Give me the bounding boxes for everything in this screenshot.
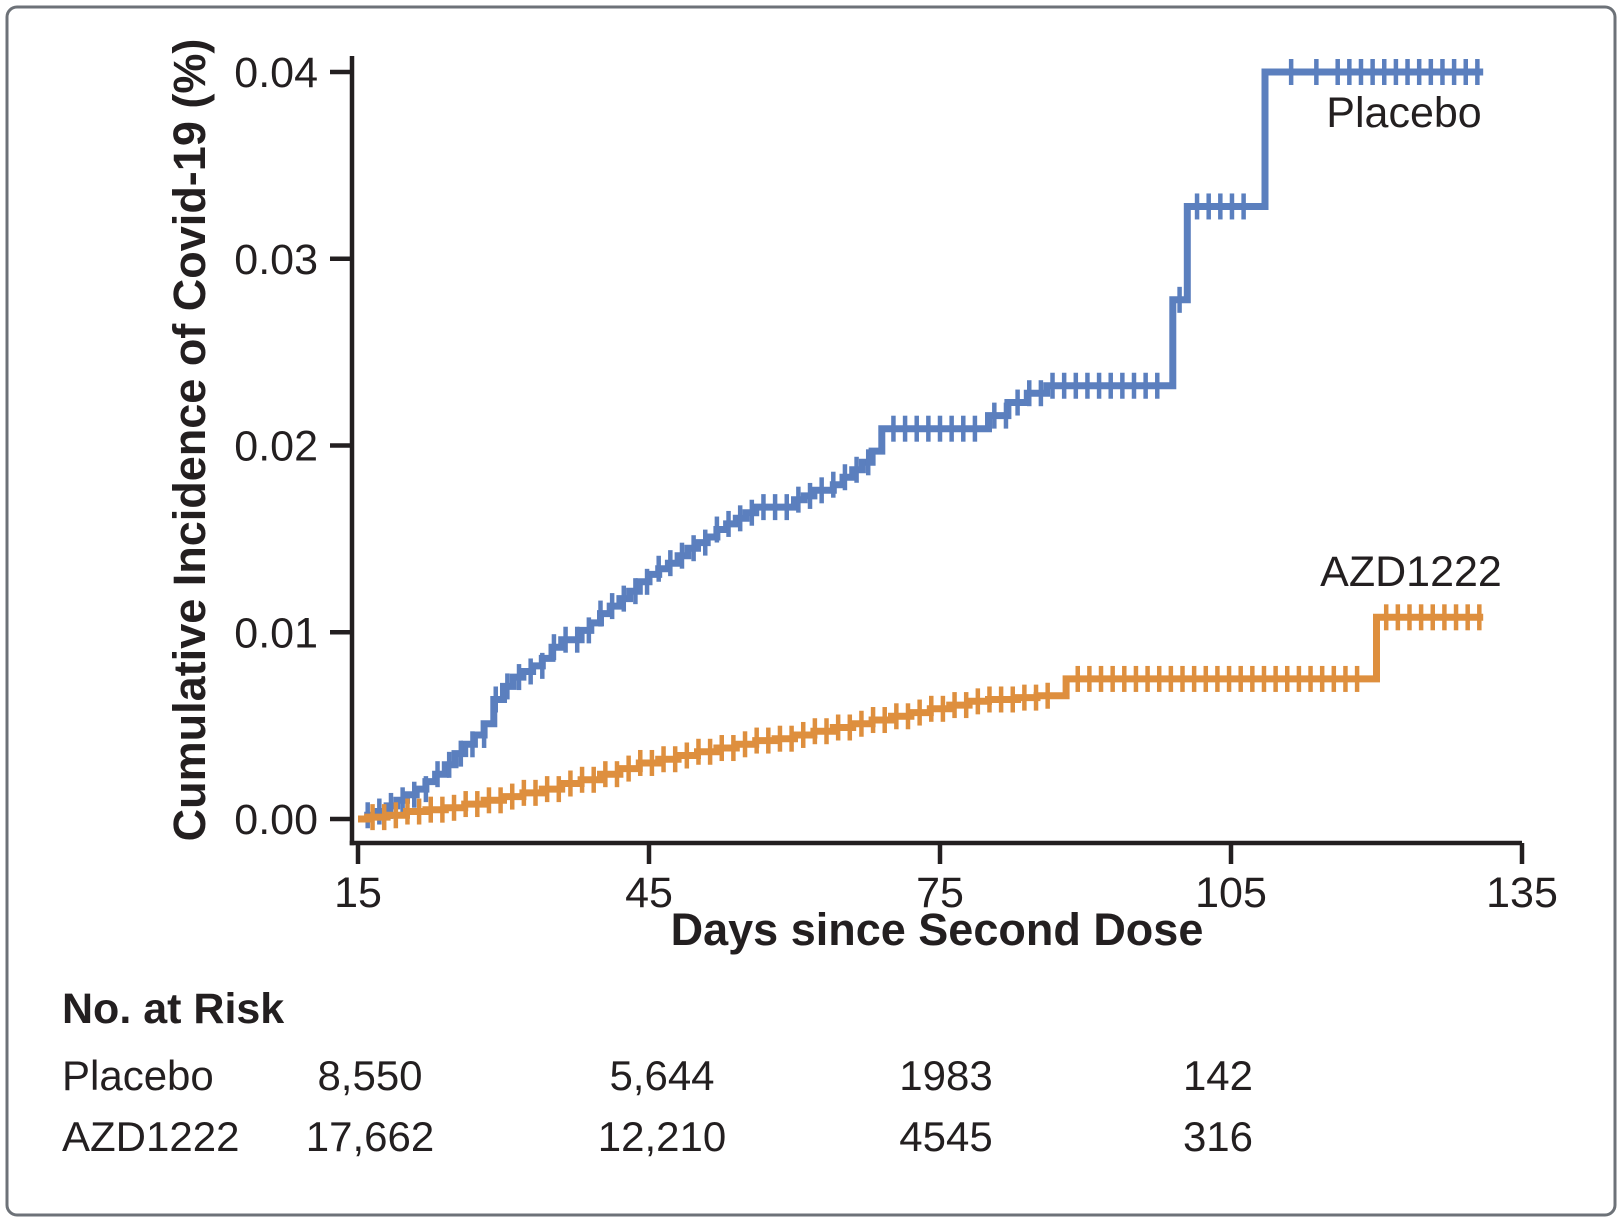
y-tick-label: 0.00 — [234, 796, 318, 844]
curve-azd1222 — [358, 613, 1484, 823]
series-label-placebo: Placebo — [1326, 89, 1481, 137]
series-label-azd1222: AZD1222 — [1320, 548, 1502, 596]
risk-row-label: Placebo — [62, 1052, 214, 1099]
figure-border — [5, 5, 1617, 1217]
risk-value: 12,210 — [598, 1113, 726, 1160]
x-tick-label: 75 — [916, 869, 964, 917]
risk-table-title: No. at Risk — [62, 985, 284, 1033]
risk-row-azd1222: AZD1222 17,662 12,210 4545 316 — [62, 1113, 1253, 1160]
censor-ticks-azd1222 — [370, 604, 1482, 831]
risk-value: 8,550 — [317, 1052, 422, 1099]
y-axis-title: Cumulative Incidence of Covid-19 (%) — [164, 39, 215, 842]
risk-row-placebo: Placebo 8,550 5,644 1983 142 — [62, 1052, 1253, 1099]
risk-value: 1983 — [899, 1052, 992, 1099]
risk-value: 142 — [1183, 1052, 1253, 1099]
y-tick-label: 0.04 — [234, 49, 318, 97]
curve-placebo — [358, 68, 1484, 823]
y-tick-label: 0.03 — [234, 236, 318, 284]
risk-value: 316 — [1183, 1113, 1253, 1160]
x-tick-label: 105 — [1195, 869, 1267, 917]
x-tick-label: 45 — [625, 869, 673, 917]
risk-value: 4545 — [899, 1113, 992, 1160]
axes: 0.00 0.01 0.02 0.03 0.04 15 45 75 105 135 — [234, 49, 1558, 917]
censor-ticks-placebo — [365, 59, 1480, 829]
risk-value: 5,644 — [609, 1052, 714, 1099]
y-tick-label: 0.02 — [234, 423, 318, 471]
risk-table: No. at Risk Placebo 8,550 5,644 1983 142… — [62, 985, 1253, 1160]
x-axis-title: Days since Second Dose — [671, 904, 1204, 955]
x-tick-label: 135 — [1486, 869, 1558, 917]
risk-value: 17,662 — [306, 1113, 434, 1160]
x-tick-label: 15 — [334, 869, 382, 917]
curves — [358, 59, 1484, 831]
y-tick-label: 0.01 — [234, 609, 318, 657]
risk-row-label: AZD1222 — [62, 1113, 239, 1160]
